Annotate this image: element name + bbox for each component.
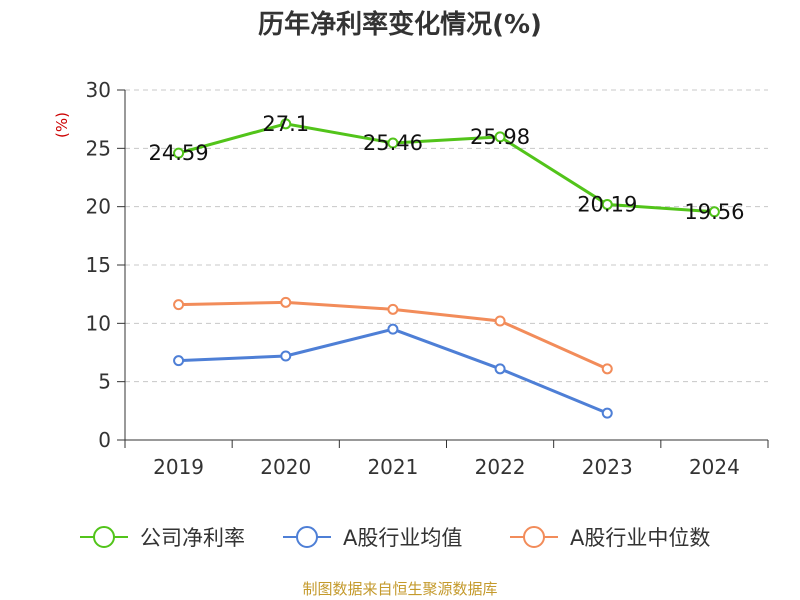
series-line-0 [178,122,715,214]
y-tick-label-10: 10 [86,311,111,335]
series-0: 24.59 27.1 25.46 25.98 20.19 19.56 [149,112,745,224]
data-point-1-2022 [494,363,506,375]
data-label-0-2019: 24.59 [149,141,209,165]
x-tick-label-2019: 2019 [153,455,204,479]
y-axis-unit-label: (%) [53,112,71,138]
x-tick-label-2022: 2022 [475,455,526,479]
data-point-1-2021 [387,323,399,335]
series-2 [173,296,613,375]
y-tick-label-0: 0 [98,428,111,452]
grid-lines [125,89,768,383]
x-tick-label-2020: 2020 [260,455,311,479]
data-point-2-2022 [494,315,506,327]
data-label-0-2022: 25.98 [470,125,530,149]
legend-item-0[interactable]: 公司净利率 [80,526,245,550]
data-label-0-2020: 27.1 [262,112,309,136]
data-point-0-2022 [494,131,506,143]
data-label-0-2021: 25.46 [363,131,423,155]
legend-label-1: A股行业均值 [343,526,462,550]
data-point-2-2019 [173,299,185,311]
data-point-2-2020 [280,296,292,308]
legend[interactable]: 公司净利率 A股行业均值 A股行业中位数 [80,526,710,550]
data-point-1-2020 [280,350,292,362]
legend-label-0: 公司净利率 [140,526,245,550]
data-point-0-2021 [387,137,399,149]
legend-marker-1 [296,526,318,548]
y-tick-label-25: 25 [86,136,111,160]
data-label-0-2023: 20.19 [577,192,637,216]
data-label-0-2024: 19.56 [684,200,744,224]
series-group: 24.59 27.1 25.46 25.98 20.19 19.56 [149,112,745,419]
legend-marker-2 [523,526,545,548]
data-point-1-2023 [601,407,613,419]
legend-marker-0 [93,526,115,548]
x-tick-label-2021: 2021 [367,455,418,479]
data-point-0-2020 [280,118,292,130]
axes: 0 5 10 15 20 25 30 2019 2020 2021 2022 2023 2024 [86,78,769,479]
source-note: 制图数据来自恒生聚源数据库 [302,580,497,598]
series-1 [173,323,613,419]
y-tick-label-5: 5 [98,370,111,394]
legend-item-2[interactable]: A股行业中位数 [510,526,710,550]
y-tick-label-20: 20 [86,195,111,219]
data-point-0-2019 [173,147,185,159]
legend-item-1[interactable]: A股行业均值 [283,526,462,550]
legend-label-2: A股行业中位数 [570,526,710,550]
y-tick-label-30: 30 [86,78,111,102]
y-tick-label-15: 15 [86,253,111,277]
data-point-1-2019 [173,355,185,367]
data-point-0-2023 [601,198,613,210]
chart-title: 历年净利率变化情况(%) [258,9,542,40]
data-point-2-2021 [387,303,399,315]
data-point-0-2024 [708,206,720,218]
x-tick-label-2023: 2023 [582,455,633,479]
data-point-2-2023 [601,363,613,375]
x-tick-label-2024: 2024 [689,455,740,479]
